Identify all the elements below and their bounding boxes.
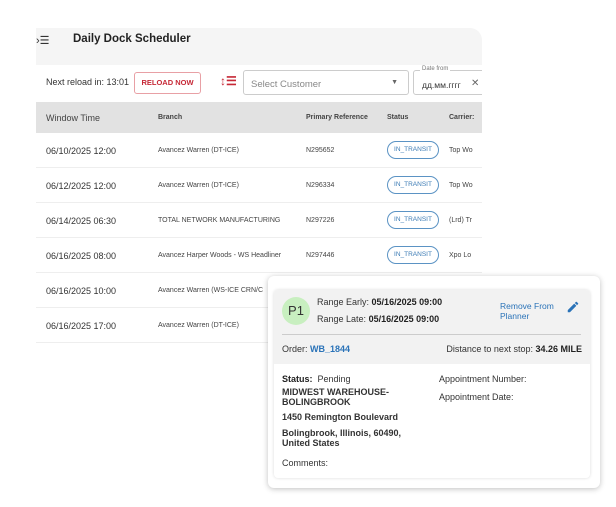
- comments-label: Comments:: [282, 458, 329, 468]
- status-label: Status:: [282, 374, 313, 384]
- cell-branch: Avancez Warren (WS-ICE CRN/C: [158, 287, 264, 294]
- edit-pencil-icon[interactable]: [566, 300, 580, 314]
- cell-primary-reference: N295652: [306, 147, 335, 154]
- stop-card-header: P1 Range Early: 05/16/2025 09:00 Range L…: [274, 290, 590, 364]
- range-late-label: Range Late:: [317, 314, 367, 324]
- order: Order: WB_1844: [282, 344, 350, 354]
- cell-carrier: Top Wo: [449, 182, 473, 189]
- menu-collapse-icon[interactable]: ›☰: [36, 35, 50, 47]
- divider: [282, 334, 581, 335]
- date-from-label: Date from: [420, 66, 451, 72]
- cell-window-time: 06/12/2025 12:00: [46, 181, 117, 191]
- toolbar: Next reload in: 13:01 RELOAD NOW ↕☰ Sele…: [36, 65, 482, 102]
- cell-branch: Avancez Warren (DT-ICE): [158, 147, 239, 154]
- col-status[interactable]: Status: [387, 114, 409, 121]
- table-row[interactable]: 06/12/2025 12:00 Avancez Warren (DT-ICE)…: [36, 168, 482, 203]
- cell-carrier: (Lrd) Tr: [449, 217, 472, 224]
- chevron-down-icon: ▼: [391, 79, 398, 86]
- date-from-value: дд.мм.гггг: [422, 80, 461, 90]
- sort-list-icon[interactable]: ↕☰: [220, 74, 237, 88]
- street-address: 1450 Remington Boulevard: [282, 412, 399, 422]
- status-badge: IN_TRANSIT: [387, 246, 439, 264]
- table-row[interactable]: 06/16/2025 17:00 Avancez Warren (DT-ICE): [36, 308, 482, 343]
- appointment-date-label: Appointment Date:: [439, 392, 514, 402]
- cell-branch: Avancez Harper Woods - WS Headliner: [158, 252, 282, 259]
- customer-placeholder: Select Customer: [251, 79, 322, 90]
- stop-popup: P1 Range Early: 05/16/2025 09:00 Range L…: [268, 276, 600, 488]
- status-badge: IN_TRANSIT: [387, 176, 439, 194]
- stop-card: P1 Range Early: 05/16/2025 09:00 Range L…: [274, 290, 590, 478]
- cell-window-time: 06/16/2025 17:00: [46, 321, 117, 331]
- range-early: Range Early: 05/16/2025 09:00: [317, 297, 442, 307]
- table-row[interactable]: 06/14/2025 06:30 TOTAL NETWORK MANUFACTU…: [36, 203, 482, 238]
- cell-primary-reference: N297226: [306, 217, 335, 224]
- remove-from-planner-link[interactable]: Remove From Planner: [500, 301, 554, 321]
- range-early-value: 05/16/2025 09:00: [371, 297, 443, 307]
- scheduler-panel: ›☰ Daily Dock Scheduler Next reload in: …: [36, 28, 482, 344]
- city-address: Bolingbrook, Illinois, 60490, United Sta…: [282, 428, 402, 448]
- status-value: Pending: [317, 374, 351, 384]
- table-row[interactable]: 06/10/2025 12:00 Avancez Warren (DT-ICE)…: [36, 133, 482, 168]
- table-card: Next reload in: 13:01 RELOAD NOW ↕☰ Sele…: [36, 65, 482, 344]
- order-link[interactable]: WB_1844: [310, 344, 351, 354]
- page-title: Daily Dock Scheduler: [73, 33, 191, 45]
- table-header: Window Time Branch Primary Reference Sta…: [36, 102, 482, 133]
- distance-value: 34.26 MILE: [535, 344, 582, 354]
- cell-branch: Avancez Warren (DT-ICE): [158, 322, 239, 329]
- cell-window-time: 06/16/2025 08:00: [46, 251, 117, 261]
- col-primary-reference[interactable]: Primary Reference: [306, 114, 368, 121]
- cell-branch: Avancez Warren (DT-ICE): [158, 182, 239, 189]
- clear-icon[interactable]: ✕: [471, 78, 480, 89]
- cell-window-time: 06/16/2025 10:00: [46, 286, 117, 296]
- col-carrier[interactable]: Carrier:: [449, 114, 475, 121]
- status-badge: IN_TRANSIT: [387, 211, 439, 229]
- status-badge: IN_TRANSIT: [387, 141, 439, 159]
- col-window-time[interactable]: Window Time: [46, 113, 101, 123]
- table-row[interactable]: 06/16/2025 08:00 Avancez Harper Woods - …: [36, 238, 482, 273]
- cell-primary-reference: N297446: [306, 252, 335, 259]
- cell-carrier: Xpo Lo: [449, 252, 472, 259]
- range-early-label: Range Early:: [317, 297, 370, 307]
- status: Status: Pending: [282, 374, 351, 384]
- cell-window-time: 06/14/2025 06:30: [46, 216, 117, 226]
- cell-carrier: Top Wo: [449, 147, 473, 154]
- date-from-field[interactable]: Date from дд.мм.гггг ✕: [413, 66, 482, 95]
- location-name: MIDWEST WAREHOUSE-BOLINGBROOK: [282, 387, 389, 407]
- distance-label: Distance to next stop:: [446, 344, 533, 354]
- range-late: Range Late: 05/16/2025 09:00: [317, 314, 439, 324]
- appointment-number-label: Appointment Number:: [439, 374, 527, 384]
- range-late-value: 05/16/2025 09:00: [368, 314, 440, 324]
- table-row[interactable]: 06/16/2025 10:00 Avancez Warren (WS-ICE …: [36, 273, 482, 308]
- distance: Distance to next stop: 34.26 MILE: [446, 344, 582, 354]
- order-label: Order:: [282, 344, 308, 354]
- cell-window-time: 06/10/2025 12:00: [46, 146, 117, 156]
- col-branch[interactable]: Branch: [158, 114, 183, 121]
- next-reload-text: Next reload in: 13:01: [46, 77, 130, 87]
- cell-primary-reference: N296334: [306, 182, 335, 189]
- reload-now-button[interactable]: RELOAD NOW: [134, 72, 201, 94]
- cell-branch: TOTAL NETWORK MANUFACTURING: [158, 217, 281, 224]
- priority-badge: P1: [282, 297, 310, 325]
- customer-select[interactable]: Select Customer ▼: [243, 70, 409, 95]
